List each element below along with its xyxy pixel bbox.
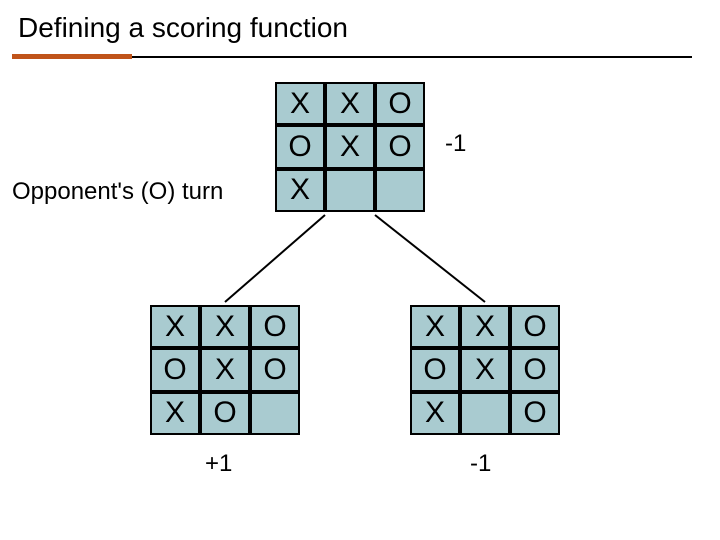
board-cell: X bbox=[325, 82, 375, 125]
page-title: Defining a scoring function bbox=[18, 12, 348, 44]
board-cell: X bbox=[150, 305, 200, 348]
board-cell bbox=[250, 392, 300, 435]
board-cell: O bbox=[200, 392, 250, 435]
board-cell: O bbox=[150, 348, 200, 391]
board-cell bbox=[460, 392, 510, 435]
board-cell: X bbox=[460, 348, 510, 391]
board-right: XXOOXOXO bbox=[410, 305, 560, 435]
board-cell: X bbox=[200, 348, 250, 391]
board-cell: X bbox=[410, 305, 460, 348]
board-cell: O bbox=[510, 392, 560, 435]
title-underline-accent bbox=[12, 54, 132, 59]
board-cell: X bbox=[150, 392, 200, 435]
board-cell bbox=[325, 169, 375, 212]
board-cell: X bbox=[410, 392, 460, 435]
board-cell: O bbox=[375, 125, 425, 168]
score-left: +1 bbox=[205, 450, 232, 478]
tree-branches bbox=[0, 0, 720, 540]
board-cell: O bbox=[250, 348, 300, 391]
board-cell: O bbox=[250, 305, 300, 348]
board-cell: X bbox=[460, 305, 510, 348]
board-cell: X bbox=[275, 82, 325, 125]
title-underline bbox=[132, 56, 692, 58]
turn-label: Opponent's (O) turn bbox=[12, 178, 223, 206]
board-top: XXOOXOX bbox=[275, 82, 425, 212]
board-cell: O bbox=[510, 305, 560, 348]
board-cell: O bbox=[375, 82, 425, 125]
board-cell: O bbox=[510, 348, 560, 391]
board-cell: X bbox=[325, 125, 375, 168]
board-cell: O bbox=[275, 125, 325, 168]
board-cell: X bbox=[275, 169, 325, 212]
board-cell: O bbox=[410, 348, 460, 391]
board-cell bbox=[375, 169, 425, 212]
score-right: -1 bbox=[470, 450, 491, 478]
score-top: -1 bbox=[445, 130, 466, 158]
branch-line-right bbox=[375, 215, 485, 302]
board-left: XXOOXOXO bbox=[150, 305, 300, 435]
branch-line-left bbox=[225, 215, 325, 302]
board-cell: X bbox=[200, 305, 250, 348]
